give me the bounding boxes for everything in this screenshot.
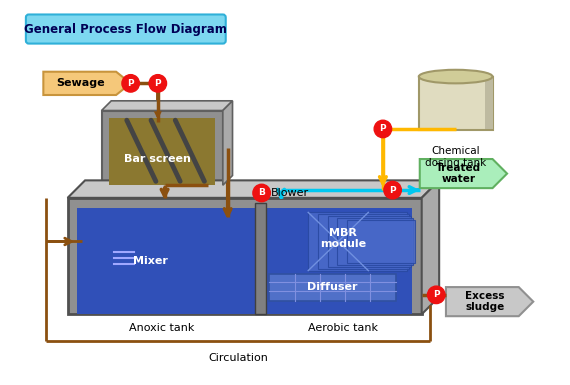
- Circle shape: [122, 75, 140, 92]
- Text: Aerobic tank: Aerobic tank: [308, 323, 378, 333]
- Text: Bar screen: Bar screen: [124, 154, 191, 164]
- FancyBboxPatch shape: [318, 214, 409, 269]
- Text: P: P: [127, 79, 134, 88]
- Polygon shape: [43, 72, 131, 95]
- Circle shape: [374, 120, 392, 138]
- Text: P: P: [433, 290, 439, 300]
- FancyBboxPatch shape: [101, 110, 223, 185]
- Polygon shape: [223, 101, 233, 185]
- Text: Chemical
dosing tank: Chemical dosing tank: [425, 146, 486, 168]
- Polygon shape: [422, 181, 439, 314]
- Text: Excess
sludge: Excess sludge: [465, 291, 504, 313]
- Circle shape: [253, 184, 270, 202]
- FancyBboxPatch shape: [308, 213, 407, 271]
- Circle shape: [149, 75, 166, 92]
- Text: General Process Flow Diagram: General Process Flow Diagram: [25, 23, 227, 35]
- Text: Sewage: Sewage: [56, 79, 104, 89]
- Ellipse shape: [419, 70, 492, 84]
- FancyBboxPatch shape: [337, 218, 413, 265]
- FancyBboxPatch shape: [270, 273, 396, 301]
- Polygon shape: [68, 181, 439, 198]
- FancyBboxPatch shape: [68, 198, 422, 314]
- FancyBboxPatch shape: [26, 15, 226, 44]
- FancyBboxPatch shape: [347, 220, 415, 263]
- FancyBboxPatch shape: [255, 203, 267, 314]
- Text: P: P: [380, 124, 386, 134]
- Text: Treated
water: Treated water: [436, 163, 481, 184]
- Text: Mixer: Mixer: [133, 256, 168, 266]
- Text: MBR
module: MBR module: [320, 228, 366, 249]
- Text: P: P: [154, 79, 161, 88]
- Text: Blower: Blower: [271, 188, 310, 198]
- Polygon shape: [420, 159, 507, 188]
- Text: Circulation: Circulation: [209, 353, 268, 363]
- FancyBboxPatch shape: [78, 208, 412, 314]
- Polygon shape: [101, 101, 233, 110]
- Polygon shape: [484, 77, 492, 129]
- Text: Anoxic tank: Anoxic tank: [128, 323, 194, 333]
- Circle shape: [384, 181, 401, 199]
- Text: P: P: [389, 186, 396, 194]
- Text: Diffuser: Diffuser: [307, 282, 358, 292]
- FancyBboxPatch shape: [419, 77, 492, 130]
- Polygon shape: [446, 287, 534, 316]
- Circle shape: [428, 286, 445, 304]
- Text: B: B: [258, 189, 265, 198]
- FancyBboxPatch shape: [109, 118, 215, 185]
- FancyBboxPatch shape: [328, 216, 411, 267]
